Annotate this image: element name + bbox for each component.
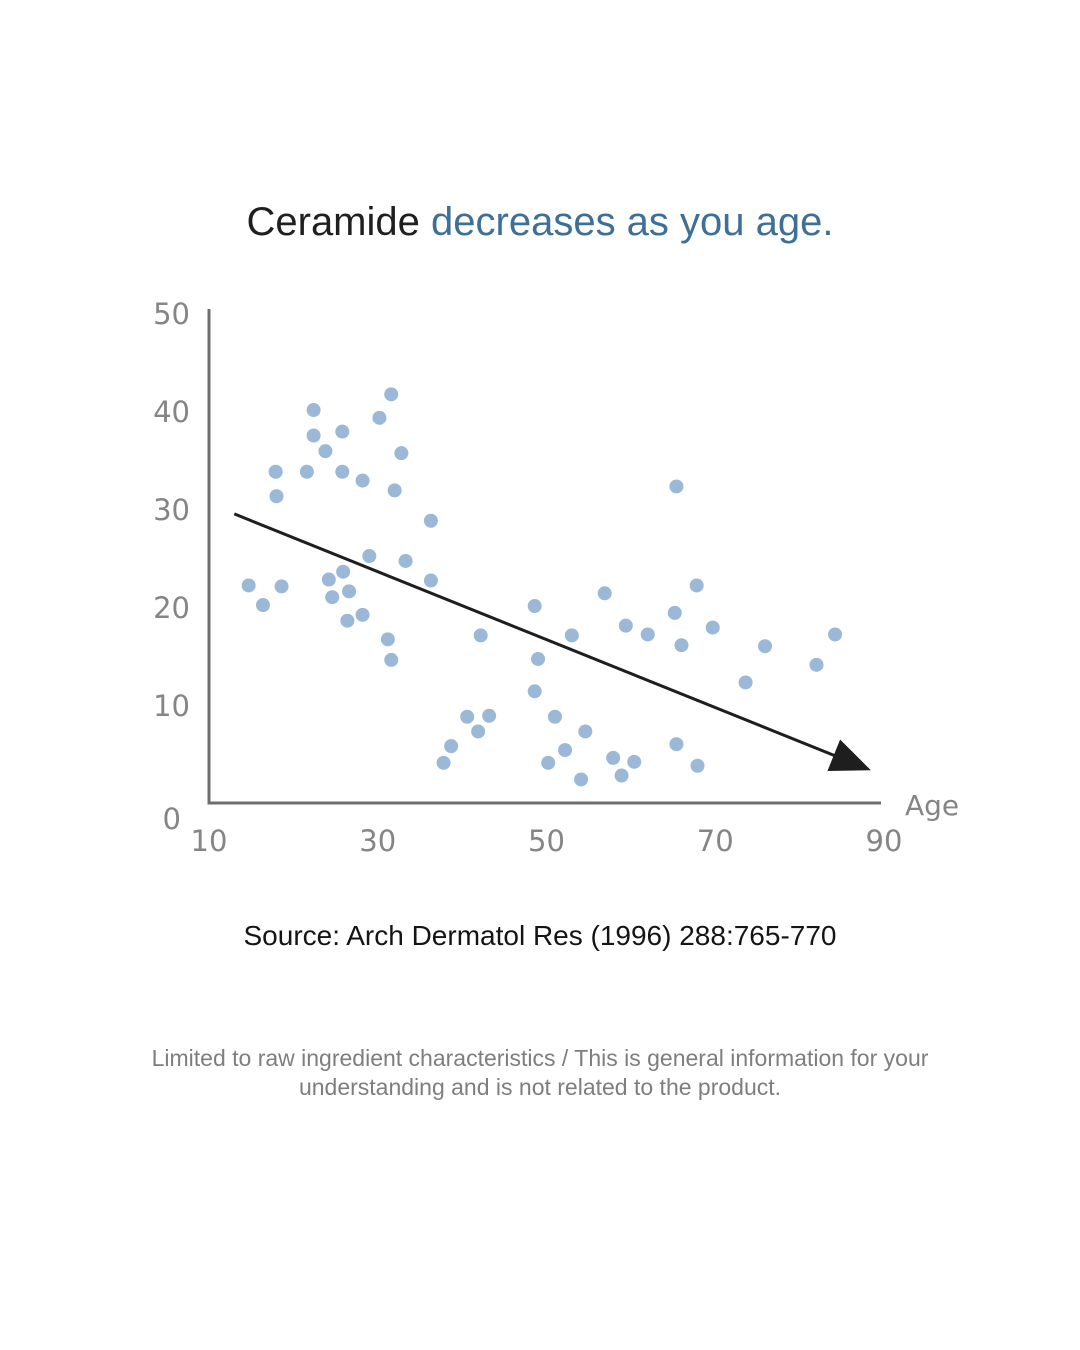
data-point bbox=[809, 657, 824, 672]
x-tick-label: 50 bbox=[528, 824, 565, 858]
data-point bbox=[705, 620, 720, 635]
data-point bbox=[444, 739, 459, 754]
data-point bbox=[306, 428, 321, 443]
data-point bbox=[471, 724, 486, 739]
data-point bbox=[387, 483, 402, 498]
data-point bbox=[558, 743, 573, 758]
data-point bbox=[574, 772, 589, 787]
y-tick-label: 0 bbox=[163, 802, 181, 836]
data-point bbox=[306, 403, 321, 418]
data-point bbox=[436, 755, 451, 770]
data-point bbox=[627, 754, 642, 769]
data-point bbox=[340, 613, 355, 628]
data-point bbox=[372, 410, 387, 425]
data-point bbox=[606, 750, 621, 765]
data-point bbox=[614, 768, 629, 783]
data-points bbox=[241, 387, 843, 787]
data-point bbox=[384, 652, 399, 667]
data-point bbox=[398, 553, 413, 568]
data-point bbox=[335, 464, 350, 479]
data-point bbox=[342, 584, 357, 599]
data-point bbox=[690, 758, 705, 773]
data-point bbox=[667, 605, 682, 620]
data-point bbox=[336, 564, 351, 579]
data-point bbox=[531, 651, 546, 666]
data-point bbox=[482, 708, 497, 723]
x-tick-label: 70 bbox=[697, 824, 734, 858]
data-point bbox=[274, 579, 289, 594]
data-point bbox=[256, 598, 270, 613]
y-tick-label: 20 bbox=[153, 591, 190, 625]
data-point bbox=[335, 424, 350, 439]
data-point bbox=[423, 513, 438, 528]
data-point bbox=[597, 586, 612, 601]
data-point bbox=[380, 632, 395, 647]
data-point bbox=[640, 627, 655, 642]
data-point bbox=[669, 479, 684, 494]
data-point bbox=[269, 489, 284, 504]
source-citation: Source: Arch Dermatol Res (1996) 288:765… bbox=[243, 920, 837, 951]
data-point bbox=[460, 709, 475, 724]
data-point bbox=[689, 578, 704, 593]
data-point bbox=[527, 599, 542, 614]
data-point bbox=[325, 590, 340, 605]
axis-ticks: 10 30 50 70 90 0 10 20 30 40 50 bbox=[153, 297, 902, 858]
data-point bbox=[394, 446, 409, 461]
data-point bbox=[268, 464, 283, 479]
y-tick-label: 10 bbox=[153, 689, 190, 723]
y-tick-label: 50 bbox=[153, 297, 190, 331]
data-point bbox=[362, 549, 377, 564]
headline-accent: decreases as you age. bbox=[431, 200, 834, 244]
data-point bbox=[547, 709, 562, 724]
data-point bbox=[527, 684, 542, 699]
data-point bbox=[423, 573, 438, 588]
data-point bbox=[738, 675, 753, 690]
data-point bbox=[318, 444, 333, 459]
data-point bbox=[384, 387, 399, 402]
data-point bbox=[355, 473, 370, 488]
data-point bbox=[564, 628, 579, 643]
data-point bbox=[669, 737, 684, 752]
x-axis-title: Age bbox=[905, 789, 959, 822]
data-point bbox=[241, 578, 256, 593]
x-tick-label: 30 bbox=[359, 824, 396, 858]
scatter-chart: 10 30 50 70 90 0 10 20 30 40 50 Age bbox=[153, 297, 959, 858]
data-point bbox=[618, 618, 633, 633]
y-tick-label: 30 bbox=[153, 493, 190, 527]
trend-arrow bbox=[233, 512, 871, 772]
data-point bbox=[758, 639, 773, 654]
data-point bbox=[321, 572, 336, 587]
data-point bbox=[355, 607, 370, 622]
x-tick-label: 10 bbox=[191, 824, 228, 858]
data-point bbox=[828, 627, 843, 642]
x-tick-label: 90 bbox=[866, 824, 903, 858]
headline-lead: Ceramide bbox=[246, 200, 420, 244]
data-point bbox=[541, 755, 556, 770]
data-point bbox=[299, 464, 314, 479]
data-point bbox=[674, 638, 689, 653]
headline: Ceramide decreases as you age. bbox=[0, 196, 1080, 248]
data-point bbox=[473, 628, 488, 643]
data-point bbox=[578, 724, 593, 739]
disclaimer-text: Limited to raw ingredient characteristic… bbox=[151, 1045, 929, 1100]
y-tick-label: 40 bbox=[153, 395, 190, 429]
